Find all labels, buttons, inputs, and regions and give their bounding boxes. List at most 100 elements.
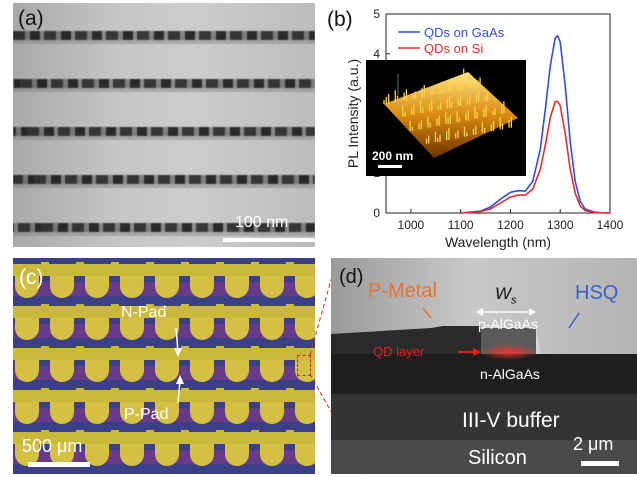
p-pad (50, 444, 74, 466)
p-pad (190, 276, 214, 298)
p-pad (260, 444, 284, 466)
qd-layer-arrow-head (473, 348, 481, 356)
n-algaas-label: n-AlGaAs (480, 366, 540, 382)
p-pad (260, 402, 284, 424)
p-metal-region (331, 258, 637, 354)
p-pad (155, 402, 179, 424)
n-pad-tab (251, 346, 259, 354)
n-pad-tab (181, 388, 189, 396)
p-pad (15, 276, 39, 298)
zoom-region-box (297, 355, 311, 376)
p-pad (85, 276, 109, 298)
n-pad-tab (181, 262, 189, 270)
x-tick-label: 1100 (448, 218, 474, 232)
n-pad-tab (146, 304, 154, 312)
p-pad (190, 360, 214, 382)
panel-d-sem-image: (d) P-Metal Ws HSQ p-AlGaAs QD layer n-A… (331, 258, 637, 474)
silicon-region (331, 440, 637, 474)
n-pad-tab (286, 430, 294, 438)
n-pad-tab (216, 430, 224, 438)
width-symbol: W (495, 284, 512, 303)
series-line (460, 100, 610, 214)
x-tick-label: 1200 (497, 218, 524, 232)
n-pad-tab (111, 430, 119, 438)
panel-b-pl-chart: 10001100120013001400012345Wavelength (nm… (318, 0, 637, 252)
x-tick-label: 1000 (398, 218, 425, 232)
panel-a-scale-bar (223, 238, 315, 242)
x-tick-label: 1400 (597, 218, 624, 232)
panel-c-optical-image: (c) N-Pad P-Pad 500 μm (13, 258, 315, 474)
p-pad (120, 444, 144, 466)
qd-stripe (13, 79, 315, 92)
legend-label: QDs on Si (424, 41, 483, 56)
p-pad (155, 444, 179, 466)
n-pad-tab (76, 262, 84, 270)
p-pad (260, 276, 284, 298)
n-pad-tab (181, 430, 189, 438)
p-pad (120, 276, 144, 298)
p-pad-label: P-Pad (124, 406, 169, 423)
hsq-arrow (568, 312, 580, 329)
n-pad-tab (216, 262, 224, 270)
n-pad-tab (286, 304, 294, 312)
y-axis-label: PL Intensity (a.u.) (345, 59, 361, 168)
n-pad-tab (286, 346, 294, 354)
n-pad-tab (146, 262, 154, 270)
qd-stripe (13, 31, 315, 44)
n-pad-bar (13, 432, 315, 444)
inset-scale-bar (378, 165, 402, 168)
n-pad-tab (286, 262, 294, 270)
x-tick-label: 1300 (547, 218, 574, 232)
y-tick-label: 5 (373, 7, 380, 21)
panel-c-scale-bar (28, 462, 90, 467)
p-pad (50, 360, 74, 382)
p-pad (155, 318, 179, 340)
n-pad-tab (286, 388, 294, 396)
n-pad-tab (111, 346, 119, 354)
n-pad-tab (76, 346, 84, 354)
p-pad (155, 360, 179, 382)
n-pad-label: N-Pad (121, 304, 167, 321)
hsq-label: HSQ (575, 282, 619, 304)
p-pad (85, 318, 109, 340)
n-pad-tab (251, 262, 259, 270)
buffer-region (331, 394, 637, 440)
p-pad (260, 318, 284, 340)
n-pad-tab (181, 346, 189, 354)
n-pad-tab (111, 304, 119, 312)
n-pad-tab (41, 304, 49, 312)
p-pad (50, 318, 74, 340)
n-pad-tab (216, 388, 224, 396)
n-pad-tab (76, 388, 84, 396)
width-arrow-left (476, 308, 483, 316)
n-pad-tab (76, 304, 84, 312)
series-line (460, 34, 610, 214)
n-pad-tab (251, 430, 259, 438)
n-pad-bar (13, 264, 315, 276)
p-pad (120, 402, 144, 424)
chart-series (460, 34, 610, 214)
y-tick-label: 0 (373, 206, 380, 220)
n-pad-bar (13, 348, 315, 360)
p-pad (50, 276, 74, 298)
n-pad-tab (41, 346, 49, 354)
width-subscript: s (511, 294, 517, 307)
p-pad (15, 318, 39, 340)
p-pad (50, 402, 74, 424)
p-pad (15, 402, 39, 424)
panel-d-scale-label: 2 μm (573, 434, 614, 454)
panel-d-label: (d) (339, 266, 364, 288)
qd-stripe (13, 175, 315, 188)
p-pad (225, 360, 249, 382)
afm-inset: 200 nm (366, 60, 526, 176)
qd-layer-label: QD layer (373, 344, 425, 359)
qd-layer-glow (479, 344, 539, 360)
p-pad (15, 444, 39, 466)
n-pad-tab (181, 304, 189, 312)
p-pad (85, 360, 109, 382)
width-arrow-right (529, 308, 536, 316)
n-pad-tab (146, 346, 154, 354)
p-pad (225, 276, 249, 298)
panel-d-scale-bar (581, 461, 619, 466)
